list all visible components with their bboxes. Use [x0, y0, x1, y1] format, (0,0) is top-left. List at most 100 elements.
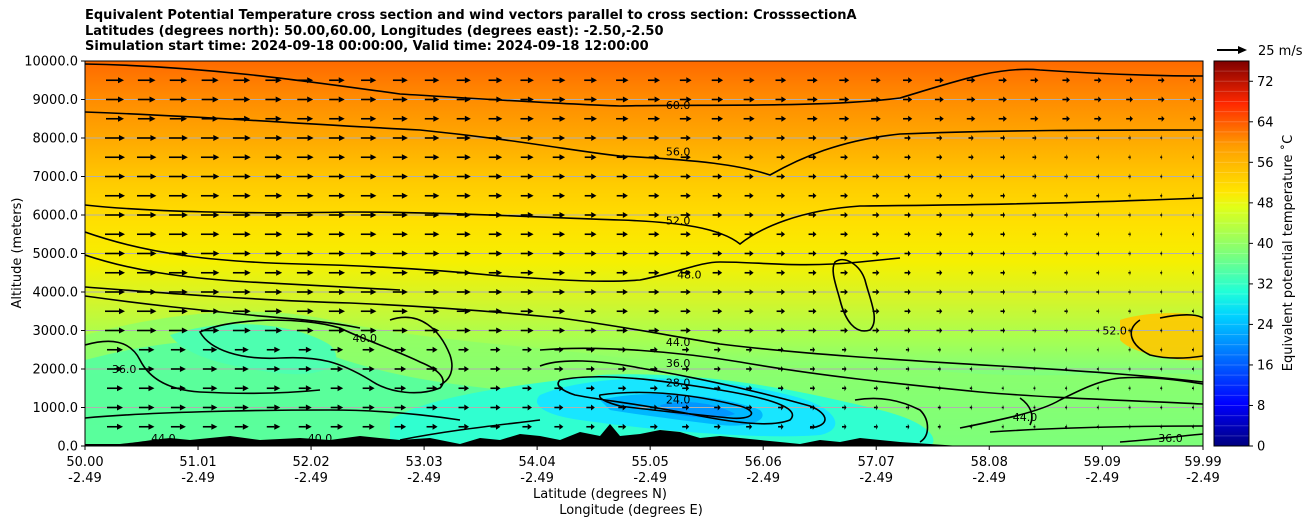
wind-arrow-head: [1002, 250, 1006, 257]
wind-arrow-head: [749, 231, 754, 238]
wind-arrow-head: [559, 173, 566, 180]
x-tick-lon: -2.49: [1186, 471, 1220, 486]
wind-arrow-head: [1129, 269, 1131, 276]
wind-arrow-head: [527, 346, 532, 353]
wind-arrow-head: [907, 404, 910, 411]
wind-arrow-head: [276, 250, 283, 257]
wind-arrow-head: [275, 77, 282, 84]
wind-arrow-head: [433, 154, 440, 161]
wind-arrow-head: [1003, 115, 1007, 122]
wind-arrow-head: [119, 289, 125, 295]
wind-arrow-head: [527, 269, 534, 276]
wind-arrow-head: [717, 135, 723, 141]
colorbar-tick-label: 0: [1257, 440, 1265, 455]
wind-arrow-head: [939, 366, 941, 372]
wind-arrow-head: [148, 346, 155, 353]
wind-arrow-head: [559, 308, 566, 315]
wind-arrow-head: [495, 385, 501, 392]
wind-arrow-head: [908, 96, 913, 103]
wind-arrow-head: [1161, 96, 1165, 103]
wind-arrow-head: [971, 269, 974, 276]
wind-arrow-head: [1034, 135, 1037, 141]
wind-arrow-head: [654, 96, 661, 103]
wind-arrow-head: [1098, 173, 1100, 180]
y-tick-label: 6000.0: [33, 209, 79, 224]
wind-arrow-head: [400, 423, 407, 430]
wind-arrow-head: [844, 385, 847, 392]
wind-arrow-head: [939, 250, 943, 257]
wind-arrow-head: [1193, 115, 1197, 122]
wind-arrow-head: [622, 404, 627, 411]
wind-arrow-head: [244, 231, 251, 238]
wind-arrow-head: [1034, 173, 1037, 180]
wind-arrow-head: [1098, 154, 1100, 161]
wind-arrow-head: [1034, 423, 1036, 430]
wind-arrow-head: [781, 327, 786, 334]
wind-arrow-head: [401, 192, 408, 199]
wind-arrow-head: [812, 135, 817, 141]
wind-arrow-head: [370, 269, 377, 276]
wind-arrow-head: [686, 192, 691, 199]
contour-label: 44.0: [151, 432, 176, 445]
wind-arrow-head: [749, 423, 753, 430]
wind-arrow-head: [844, 192, 848, 199]
x-tick-lon: -2.49: [68, 471, 102, 486]
wind-arrow-head: [1161, 212, 1163, 218]
wind-arrow-head: [686, 289, 691, 295]
wind-arrow-head: [717, 366, 721, 372]
wind-arrow-head: [1034, 346, 1036, 353]
wind-arrow-head: [527, 96, 534, 103]
wind-arrow-head: [1066, 135, 1068, 141]
wind-arrow-head: [274, 346, 281, 353]
x-tick-lat: 59.09: [1084, 455, 1121, 470]
x-tick-lon: -2.49: [181, 471, 215, 486]
wind-arrow-head: [244, 173, 251, 180]
wind-arrow-head: [179, 346, 186, 353]
wind-arrow-head: [527, 385, 532, 392]
chart-title: Equivalent Potential Temperature cross s…: [85, 8, 857, 55]
wind-arrow-head: [971, 385, 973, 392]
colorbar-tick-label: 32: [1257, 277, 1274, 292]
wind-arrow-head: [1002, 385, 1004, 392]
wind-arrow-head: [369, 423, 375, 430]
wind-arrow-head: [1129, 212, 1131, 218]
wind-arrow-head: [148, 385, 155, 392]
wind-arrow-head: [781, 404, 784, 411]
wind-arrow-head: [339, 231, 346, 238]
wind-arrow-head: [181, 289, 188, 295]
wind-arrow-head: [1098, 231, 1100, 238]
wind-arrow-head: [559, 96, 566, 103]
wind-arrow-head: [1066, 154, 1068, 161]
wind-arrow-head: [559, 366, 564, 372]
wind-arrow-head: [119, 173, 125, 180]
wind-arrow-head: [370, 289, 377, 295]
wind-arrow-head: [813, 77, 818, 84]
contour-32: [539, 360, 826, 429]
wind-arrow-head: [1161, 327, 1163, 334]
wind-arrow-head: [591, 404, 595, 411]
x-axis: 50.00-2.4951.01-2.4952.02-2.4953.03-2.49…: [66, 446, 1222, 486]
wind-arrow-head: [213, 212, 220, 218]
wind-arrow-head: [495, 366, 501, 372]
wind-arrow-head: [244, 192, 251, 199]
wind-arrow-head: [1034, 212, 1037, 218]
wind-arrow-head: [433, 212, 440, 218]
wind-arrow-head: [242, 346, 249, 353]
wind-arrow-head: [781, 423, 784, 430]
wind-arrow-head: [119, 154, 125, 161]
wind-arrow-head: [433, 308, 440, 315]
wind-arrow-head: [1066, 212, 1068, 218]
wind-arrow-head: [1002, 423, 1004, 430]
wind-arrow-head: [781, 192, 786, 199]
contour-label: 56.0: [666, 145, 691, 158]
wind-arrow-head: [591, 135, 597, 141]
wind-arrow-head: [464, 308, 471, 315]
wind-arrow-head: [1193, 212, 1194, 218]
contour-24: [598, 391, 753, 420]
contour-label: 36.0: [1158, 432, 1183, 445]
wind-arrow-head: [244, 289, 251, 295]
wind-arrow-head: [1002, 404, 1004, 411]
wind-arrow-head: [1002, 289, 1006, 295]
wind-arrow-head: [1066, 327, 1068, 334]
wind-arrow-head: [844, 115, 850, 122]
